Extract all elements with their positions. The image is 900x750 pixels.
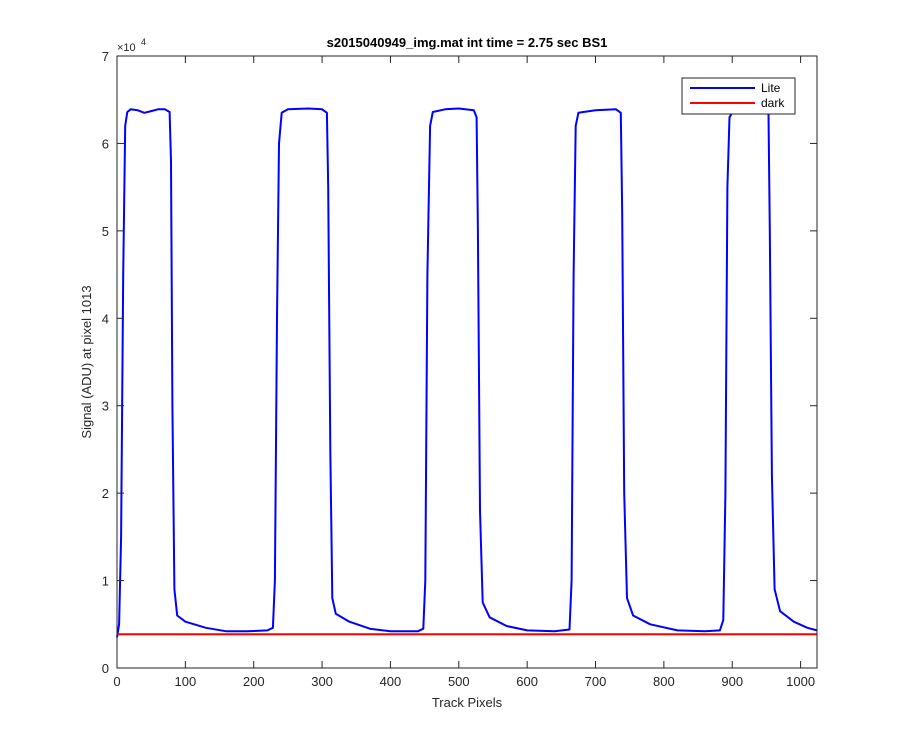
x-tick-label: 400 (380, 674, 402, 689)
y-tick-label: 4 (102, 311, 109, 326)
x-tick-label: 900 (721, 674, 743, 689)
series-line-lite (116, 107, 818, 638)
y-axis-ticks: 0 1 2 3 4 5 6 7 (102, 49, 817, 676)
legend-label-lite: Lite (761, 81, 781, 95)
y-tick-label: 1 (102, 574, 109, 589)
y-tick-label: 7 (102, 49, 109, 64)
legend: Lite dark (681, 77, 796, 115)
plot-area (117, 56, 817, 668)
legend-label-dark: dark (761, 96, 785, 110)
legend-box (681, 77, 796, 115)
x-axis-label: Track Pixels (432, 695, 503, 710)
y-tick-label: 3 (102, 399, 109, 414)
x-tick-label: 100 (175, 674, 197, 689)
x-axis-ticks: 0 100 200 300 400 500 600 700 800 900 1000 (113, 56, 815, 689)
x-tick-label: 0 (113, 674, 120, 689)
x-tick-label: 700 (585, 674, 607, 689)
x-tick-label: 200 (243, 674, 265, 689)
axes-box (116, 55, 818, 669)
x-tick-label: 300 (311, 674, 333, 689)
series-layer (116, 107, 818, 638)
y-exponent-power: 4 (141, 37, 146, 47)
y-tick-label: 0 (102, 661, 109, 676)
x-tick-label: 800 (653, 674, 675, 689)
x-tick-label: 500 (448, 674, 470, 689)
y-exponent-base: ×10 (117, 42, 136, 54)
y-tick-label: 6 (102, 136, 109, 151)
x-tick-label: 1000 (786, 674, 815, 689)
chart-title: s2015040949_img.mat int time = 2.75 sec … (327, 35, 608, 50)
y-axis-label: Signal (ADU) at pixel 1013 (79, 285, 94, 438)
x-tick-label: 600 (516, 674, 538, 689)
y-tick-label: 5 (102, 224, 109, 239)
y-tick-label: 2 (102, 486, 109, 501)
